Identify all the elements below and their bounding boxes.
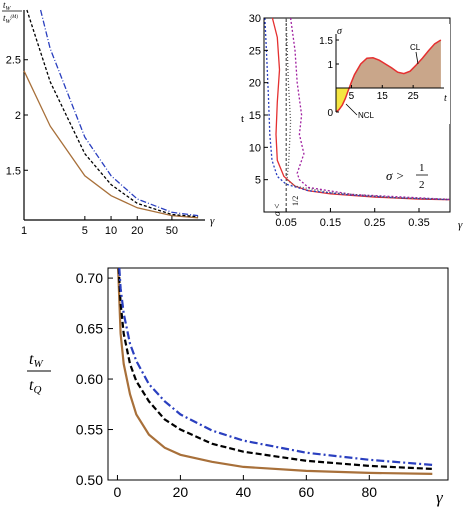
bottom-series-line-1: [117, 267, 433, 470]
right-ytick-label-2: 15: [249, 110, 261, 122]
right-xtick-label-2: 0.25: [364, 217, 385, 229]
bottom-xtick-label-1: 20: [173, 484, 189, 500]
inset-xtick-label-1: 15: [377, 91, 389, 102]
left-ylabel-numerator: tW: [3, 0, 12, 12]
left-series-line-1: [26, 9, 199, 218]
inset-xtick-label-0: 5: [349, 91, 355, 102]
right-annotation-one: 1: [419, 162, 425, 174]
inset-fill-above: [349, 40, 441, 88]
right-annotation-half-lt: 1/2: [291, 196, 300, 206]
left-series-line-2: [39, 9, 199, 217]
right-xlabel: γ: [458, 219, 463, 231]
left-xtick-label-0: 1: [21, 225, 27, 237]
bottom-xlabel: γ: [436, 488, 444, 507]
left-xtick-label-2: 10: [105, 225, 117, 237]
inset-ytick-label-0: 0: [327, 108, 333, 119]
inset-label-ncl: NCL: [358, 111, 375, 120]
right-ytick-label-1: 10: [249, 142, 261, 154]
left-ytick-label-0: 1.5: [6, 165, 21, 177]
inset-chart: 5 15 25 0 1 1.5 σ t CL NCL: [319, 24, 450, 124]
right-ytick-label-0: 5: [255, 175, 261, 187]
right-series-line-3: [285, 17, 451, 201]
inset-cl-arrow: [415, 51, 419, 65]
right-xtick-label-1: 0.15: [320, 217, 341, 229]
inset-ytick-label-2: 1.5: [319, 36, 333, 47]
left-ylabel-denominator: tW(M): [3, 13, 18, 25]
bottom-ytick-label-0: 0.50: [76, 472, 103, 488]
inset-curve-line: [335, 39, 442, 113]
bottom-series-line-2: [118, 267, 433, 466]
bottom-xtick-label-0: 0: [114, 484, 122, 500]
right-annotation-sigma-gt: σ >: [386, 168, 404, 183]
bottom-ytick-label-1: 0.55: [76, 422, 103, 438]
bottom-xtick-label-2: 40: [236, 484, 252, 500]
left-xlabel: γ: [210, 215, 215, 227]
inset-ylabel: σ: [337, 26, 343, 37]
left-xtick-label-3: 20: [131, 225, 143, 237]
inset-xlabel: t: [444, 93, 447, 104]
inset-label-cl: CL: [410, 43, 421, 52]
right-xtick-label-0: 0.05: [275, 217, 296, 229]
bottom-series-line-0: [117, 267, 433, 475]
left-xtick-label-4: 50: [166, 225, 178, 237]
bottom-ylabel-numerator: tW: [29, 351, 43, 370]
right-ytick-label-5: 30: [249, 13, 261, 25]
right-ytick-label-4: 25: [249, 45, 261, 57]
left-series-line-0: [23, 70, 199, 219]
bottom-ytick-label-2: 0.60: [76, 371, 103, 387]
inset-xtick-label-2: 25: [408, 91, 420, 102]
bottom-xtick-label-4: 80: [362, 484, 378, 500]
bottom-ytick-label-4: 0.70: [76, 270, 103, 286]
right-series-line-2: [289, 17, 451, 201]
right-annotation-sigma-lt: σ <: [272, 203, 282, 216]
left-ytick-label-2: 2.5: [6, 55, 21, 67]
left-ytick-label-1: 2: [15, 110, 21, 122]
inset-ncl-arrow: [345, 103, 358, 116]
bottom-xtick-label-3: 60: [299, 484, 315, 500]
right-annotation-two: 2: [419, 179, 425, 191]
left-xtick-label-1: 5: [82, 225, 88, 237]
bottom-chart: 0 20 40 60 80 0.50 0.55 0.60 0.65 0.70 tW tQ γ: [27, 267, 449, 507]
right-ylabel: t: [241, 113, 244, 125]
bottom-ytick-label-3: 0.65: [76, 321, 103, 337]
inset-ytick-label-1: 1: [327, 60, 333, 71]
bottom-ylabel-denominator: tQ: [29, 377, 41, 396]
right-ytick-label-3: 20: [249, 78, 261, 90]
bottom-frame: [107, 267, 449, 481]
right-xtick-label-3: 0.35: [408, 217, 429, 229]
left-chart: 1 5 10 20 50 1.5 2 2.5 tW tW(M) γ: [2, 0, 215, 237]
